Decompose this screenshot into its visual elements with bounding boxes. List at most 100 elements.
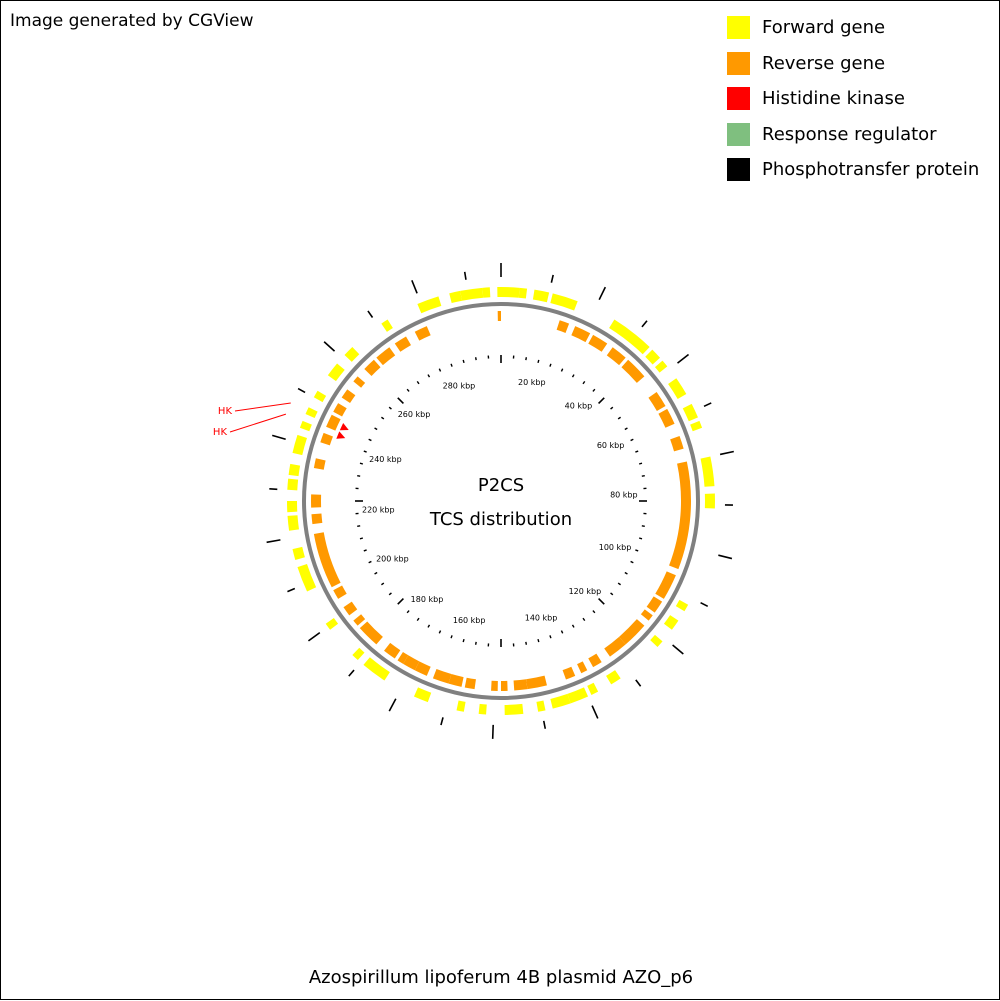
ruler-tick xyxy=(561,369,562,372)
forward-gene xyxy=(676,600,688,611)
ruler-tick xyxy=(364,451,367,452)
reverse-gene xyxy=(376,347,395,365)
forward-gene xyxy=(664,615,678,630)
ruler-tick xyxy=(369,439,372,440)
ruler-tick xyxy=(439,369,440,372)
ruler-tick xyxy=(463,639,464,642)
outer-tick xyxy=(673,645,684,654)
outer-tick xyxy=(298,389,305,393)
ruler-tick xyxy=(538,639,539,642)
ruler-tick xyxy=(639,463,642,464)
ruler-tick xyxy=(573,625,575,628)
forward-gene xyxy=(292,435,306,455)
ruler-tick xyxy=(451,635,452,638)
ruler-label: 40 kbp xyxy=(565,401,593,410)
forward-gene xyxy=(287,479,298,491)
reverse-gene xyxy=(333,403,346,416)
reverse-gene xyxy=(557,320,569,333)
reverse-gene xyxy=(326,415,341,431)
outer-tick xyxy=(636,680,641,686)
outer-tick xyxy=(720,452,734,455)
forward-gene xyxy=(479,704,487,715)
ruler-tick xyxy=(642,476,645,477)
reverse-gene xyxy=(433,669,451,684)
reverse-gene xyxy=(465,678,476,689)
ruler-tick xyxy=(599,599,605,605)
outer-tick xyxy=(544,721,546,729)
ruler-tick xyxy=(375,428,378,430)
forward-gene xyxy=(460,288,483,301)
ruler-tick xyxy=(631,561,634,562)
ruler-tick xyxy=(618,583,620,585)
forward-gene xyxy=(645,350,660,365)
forward-gene xyxy=(536,701,545,712)
reverse-gene xyxy=(491,681,498,691)
reverse-gene xyxy=(395,336,411,351)
forward-gene xyxy=(381,320,393,332)
ruler-tick xyxy=(417,618,419,620)
ruler-tick xyxy=(398,599,404,605)
forward-gene xyxy=(457,701,466,712)
reverse-gene xyxy=(353,614,365,625)
ruler-tick xyxy=(625,428,628,430)
ruler-label: 20 kbp xyxy=(518,378,546,387)
forward-gene xyxy=(287,501,297,512)
ruler-tick xyxy=(451,364,452,367)
reverse-gene xyxy=(647,596,663,612)
ruler-tick xyxy=(417,381,419,383)
forward-gene xyxy=(701,457,715,487)
ruler-tick xyxy=(639,538,642,539)
hk-label: HK xyxy=(213,427,228,438)
ruler-tick xyxy=(407,611,409,613)
forward-gene xyxy=(497,287,519,298)
forward-gene xyxy=(519,288,527,299)
ruler-tick xyxy=(611,407,613,409)
ruler-tick xyxy=(389,593,391,595)
ruler-label: 180 kbp xyxy=(411,595,444,604)
reverse-gene xyxy=(571,326,590,342)
reverse-gene xyxy=(415,326,431,341)
ruler-tick xyxy=(618,417,620,419)
reverse-gene xyxy=(449,674,464,687)
reverse-gene xyxy=(364,360,380,376)
outer-tick xyxy=(272,435,285,439)
ruler-tick xyxy=(369,561,372,562)
ruler-label: 120 kbp xyxy=(569,587,602,596)
outer-tick xyxy=(718,555,732,558)
ruler-tick xyxy=(381,417,383,419)
reverse-gene xyxy=(384,643,400,659)
reverse-gene xyxy=(501,681,508,691)
reverse-gene xyxy=(641,609,653,620)
reverse-gene xyxy=(658,409,674,428)
outer-tick xyxy=(267,540,281,542)
forward-gene xyxy=(606,670,621,684)
ruler-tick xyxy=(593,611,595,613)
forward-gene xyxy=(690,421,702,431)
hk-label: HK xyxy=(218,406,233,417)
reverse-gene xyxy=(333,586,346,599)
outer-tick xyxy=(287,589,294,592)
ruler-label: 200 kbp xyxy=(376,555,409,564)
outer-tick xyxy=(599,287,605,300)
forward-gene xyxy=(505,704,524,715)
reverse-gene xyxy=(498,311,501,321)
outer-tick xyxy=(704,403,711,406)
hk-callout-line xyxy=(230,414,286,432)
forward-gene xyxy=(705,494,715,509)
reverse-gene xyxy=(563,667,576,680)
ruler-tick xyxy=(463,360,464,363)
ruler-tick xyxy=(389,407,391,409)
ruler-label: 160 kbp xyxy=(453,616,486,625)
ruler-tick xyxy=(381,583,383,585)
ruler-tick xyxy=(526,357,527,360)
reverse-gene xyxy=(588,335,607,352)
ruler-label: 100 kbp xyxy=(599,543,632,552)
ruler-tick xyxy=(439,631,440,634)
reverse-gene xyxy=(648,392,665,411)
ruler-tick xyxy=(593,389,595,391)
ruler-tick xyxy=(398,398,404,404)
forward-gene xyxy=(306,407,318,418)
forward-gene xyxy=(328,363,345,381)
map-subtitle: TCS distribution xyxy=(429,509,572,530)
